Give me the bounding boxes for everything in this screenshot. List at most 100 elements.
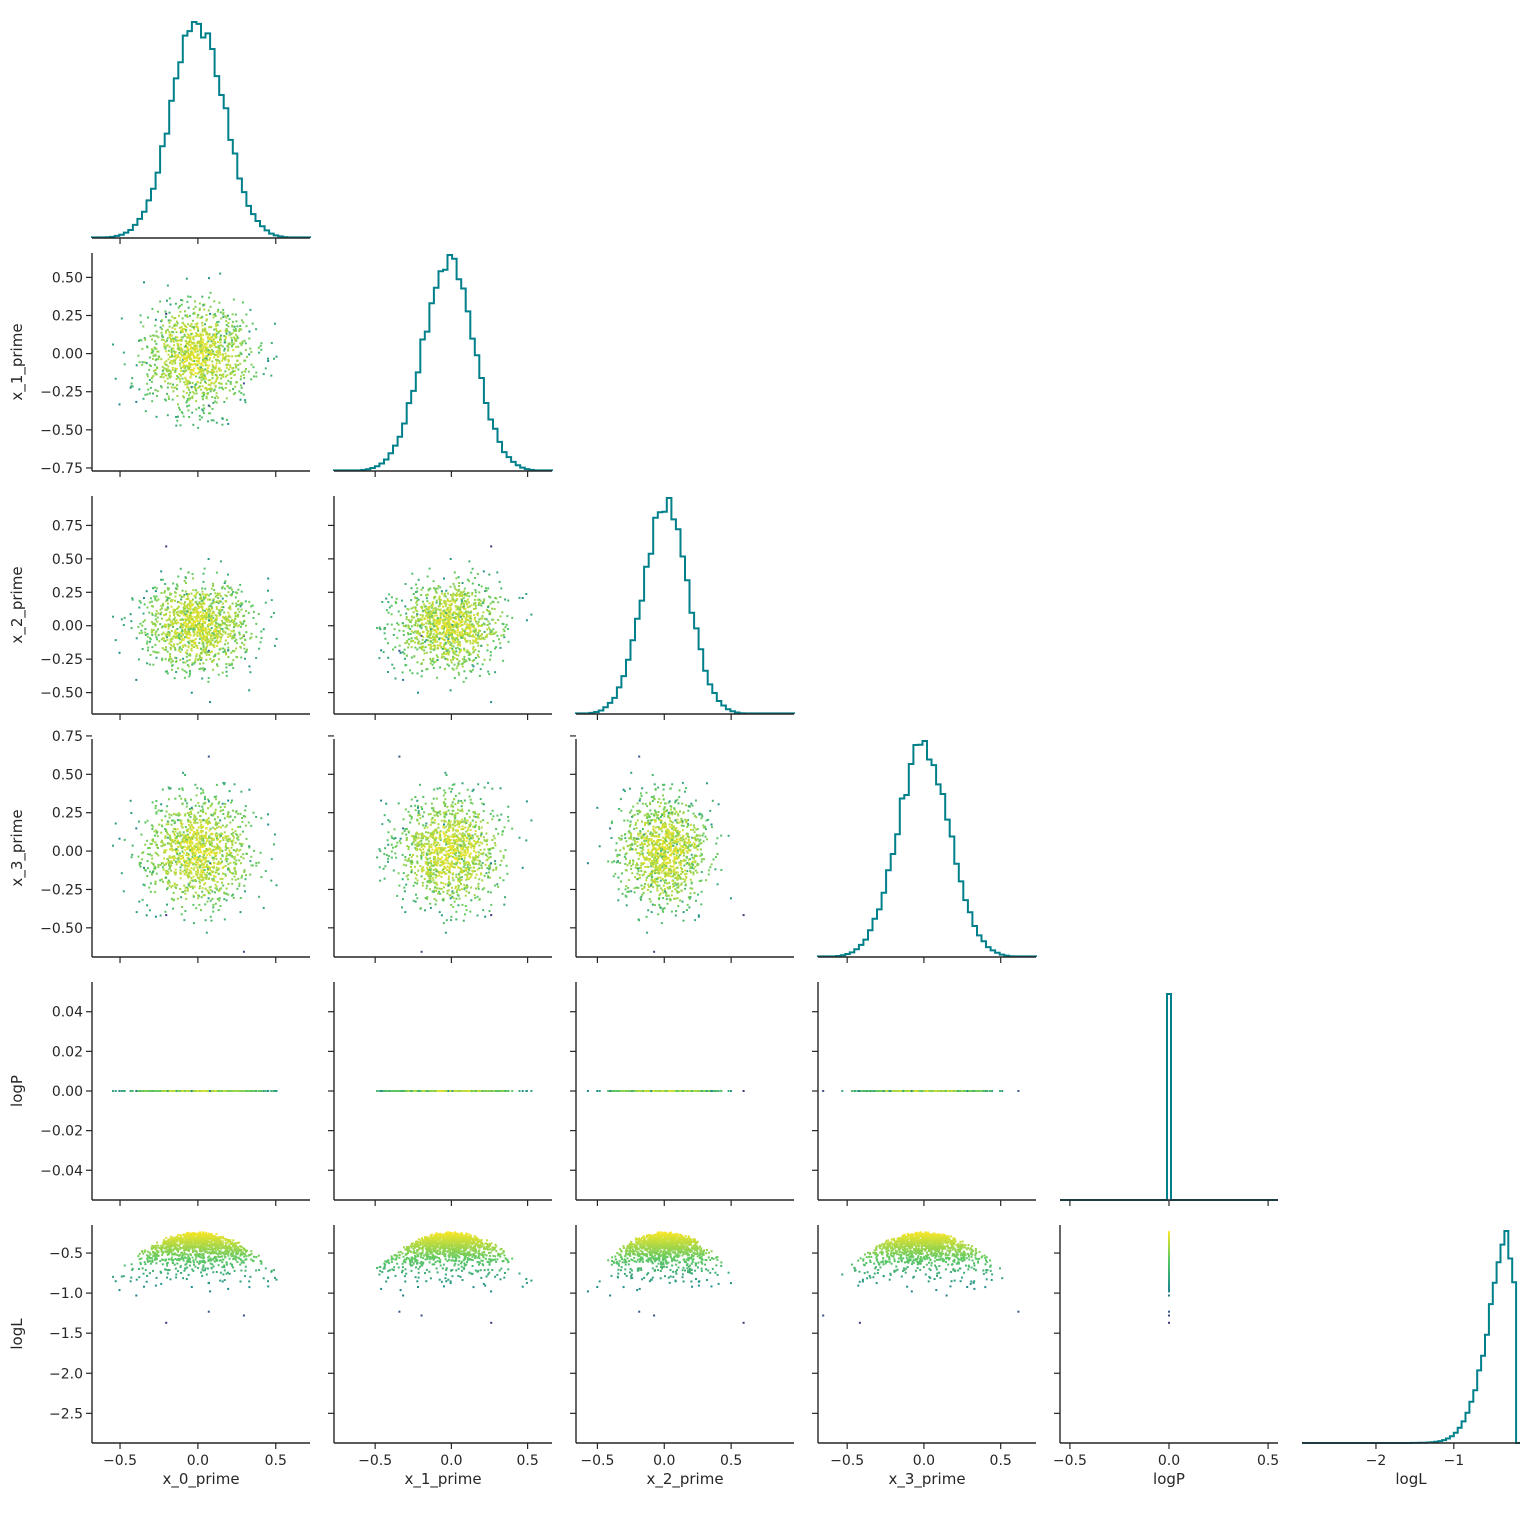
scatter-point xyxy=(417,618,420,620)
scatter-point xyxy=(245,631,248,634)
scatter-point xyxy=(157,634,160,637)
scatter-point xyxy=(404,605,407,608)
scatter-point xyxy=(179,872,182,875)
scatter-point xyxy=(114,639,117,642)
scatter-point xyxy=(184,376,187,379)
scatter-point xyxy=(185,392,188,394)
scatter-point xyxy=(184,576,187,579)
scatter-point xyxy=(185,364,188,367)
scatter-point xyxy=(416,623,419,626)
scatter-point xyxy=(201,590,204,593)
scatter-point xyxy=(188,859,191,862)
scatter-point xyxy=(414,621,417,624)
scatter-point xyxy=(187,876,190,879)
scatter-point xyxy=(201,836,204,839)
scatter-point xyxy=(155,330,158,333)
scatter-point xyxy=(188,654,190,657)
scatter-point xyxy=(197,801,200,804)
scatter-point xyxy=(187,379,190,382)
scatter-point xyxy=(209,338,212,341)
scatter-point xyxy=(456,641,459,644)
scatter-point xyxy=(192,903,195,906)
scatter-point xyxy=(208,840,211,843)
scatter-point xyxy=(208,277,210,280)
scatter-point xyxy=(191,662,194,665)
scatter-point xyxy=(226,624,229,627)
scatter-point xyxy=(233,875,236,878)
scatter-point xyxy=(217,594,220,596)
scatter-point xyxy=(164,670,167,673)
scatter-point xyxy=(214,397,217,400)
scatter-point xyxy=(169,319,172,322)
scatter-point xyxy=(207,379,210,382)
scatter-point xyxy=(432,612,435,614)
scatter-point xyxy=(182,595,185,598)
scatter-point xyxy=(234,340,237,343)
scatter-point xyxy=(182,358,185,361)
scatter-point xyxy=(233,855,236,858)
scatter-point xyxy=(214,883,217,886)
scatter-point xyxy=(235,605,238,608)
scatter-point xyxy=(190,363,193,366)
scatter-point xyxy=(416,610,419,613)
scatter-point xyxy=(506,615,509,618)
scatter-point xyxy=(184,383,187,386)
scatter-point xyxy=(188,841,191,844)
scatter-point xyxy=(198,385,201,388)
scatter-point xyxy=(459,610,462,613)
scatter-point xyxy=(227,868,229,871)
scatter-point xyxy=(463,670,466,673)
scatter-point xyxy=(202,338,205,341)
scatter-point xyxy=(264,367,267,370)
scatter-point xyxy=(219,329,222,332)
scatter-point xyxy=(201,408,204,411)
scatter-point xyxy=(206,359,209,362)
scatter-point xyxy=(416,672,419,675)
scatter-point xyxy=(188,872,191,875)
scatter-point xyxy=(426,668,429,670)
scatter-point xyxy=(184,352,187,355)
scatter-point xyxy=(143,281,145,284)
scatter-point xyxy=(255,862,258,864)
scatter-point xyxy=(212,814,215,817)
scatter-point xyxy=(433,618,436,621)
scatter-point xyxy=(236,335,239,338)
scatter-point xyxy=(208,630,211,633)
scatter-point xyxy=(200,809,203,812)
scatter-point xyxy=(198,302,201,305)
scatter-point xyxy=(209,643,212,646)
scatter-point xyxy=(187,295,190,298)
scatter-point xyxy=(449,632,452,634)
scatter-point xyxy=(184,612,187,615)
scatter-point xyxy=(230,333,233,336)
scatter-point xyxy=(465,677,468,680)
scatter-point xyxy=(183,669,186,672)
scatter-point xyxy=(226,835,229,838)
scatter-point xyxy=(398,644,401,647)
scatter-point xyxy=(173,622,176,624)
scatter-point xyxy=(233,636,236,639)
scatter-point xyxy=(214,822,217,825)
scatter-point xyxy=(204,882,207,885)
scatter-point xyxy=(476,573,479,575)
scatter-point xyxy=(225,627,228,630)
scatter-point xyxy=(164,869,167,872)
scatter-point xyxy=(184,349,187,352)
scatter-point xyxy=(472,635,475,638)
scatter-point xyxy=(160,878,163,881)
scatter-point xyxy=(166,386,169,389)
scatter-point xyxy=(167,633,170,636)
scatter-point xyxy=(204,346,207,349)
scatter-point xyxy=(215,795,218,798)
scatter-point xyxy=(146,860,149,863)
scatter-point xyxy=(170,630,173,632)
scatter-point xyxy=(201,855,204,858)
scatter-point xyxy=(139,622,142,625)
scatter-point xyxy=(214,345,217,348)
scatter-point xyxy=(180,862,183,865)
scatter-point xyxy=(176,611,178,614)
scatter-point xyxy=(238,633,241,636)
scatter-point xyxy=(199,339,202,342)
scatter-point xyxy=(189,613,192,616)
scatter-point xyxy=(233,783,236,786)
